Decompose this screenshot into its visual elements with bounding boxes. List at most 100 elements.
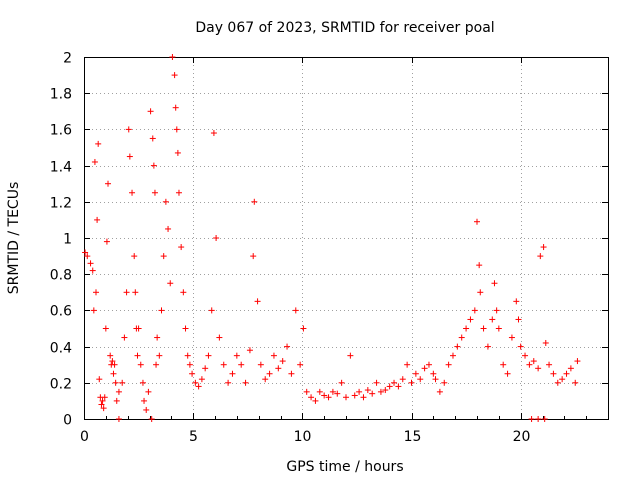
data-point xyxy=(513,298,520,305)
data-point xyxy=(93,289,100,296)
y-tick-label: 0.6 xyxy=(50,304,72,320)
data-point xyxy=(491,280,498,287)
data-point xyxy=(165,225,172,232)
data-point xyxy=(343,394,349,401)
data-point xyxy=(174,149,181,156)
data-point xyxy=(91,158,98,165)
data-point xyxy=(484,343,491,350)
data-point xyxy=(158,307,165,314)
data-point xyxy=(149,135,156,142)
data-point xyxy=(364,387,371,394)
data-point xyxy=(489,316,496,323)
data-point xyxy=(546,361,553,368)
y-tick-label: 1.4 xyxy=(50,160,72,176)
zero-data-point xyxy=(148,416,155,422)
data-point xyxy=(351,392,358,399)
data-point xyxy=(186,361,193,368)
data-point xyxy=(477,289,484,296)
data-point xyxy=(377,388,384,395)
y-axis-label: SRMTID / TECUs xyxy=(6,182,22,295)
y-tick-label: 0 xyxy=(63,413,72,429)
data-point xyxy=(89,267,96,274)
data-point xyxy=(408,379,415,386)
data-point xyxy=(449,352,456,359)
data-point xyxy=(504,370,511,377)
data-point xyxy=(262,376,269,383)
data-point xyxy=(172,104,179,111)
data-point xyxy=(567,365,574,372)
x-axis-label: GPS time / hours xyxy=(286,459,403,475)
data-point xyxy=(404,361,411,368)
x-tick-label: 10 xyxy=(294,429,312,445)
data-point xyxy=(325,394,332,401)
data-point xyxy=(113,397,120,404)
data-point xyxy=(129,189,136,196)
data-point xyxy=(386,383,393,390)
data-point xyxy=(417,376,424,383)
data-point xyxy=(137,361,144,368)
data-point xyxy=(500,361,507,368)
x-tick-label: 20 xyxy=(513,429,531,445)
y-tick-label: 0.2 xyxy=(50,377,72,393)
data-point xyxy=(103,238,110,245)
y-tick-label: 2 xyxy=(63,51,72,67)
data-point xyxy=(530,358,537,365)
data-point xyxy=(126,153,133,160)
data-point xyxy=(480,325,487,332)
data-point xyxy=(153,361,160,368)
data-point xyxy=(210,130,217,137)
data-point xyxy=(436,388,443,395)
data-point xyxy=(82,249,89,256)
data-point xyxy=(150,162,157,169)
data-point xyxy=(111,361,118,368)
data-point xyxy=(107,352,114,359)
data-point xyxy=(559,376,566,383)
x-tick-label: 0 xyxy=(80,429,89,445)
data-point xyxy=(441,379,448,386)
data-point xyxy=(425,361,432,368)
data-point xyxy=(167,280,174,287)
data-point xyxy=(84,253,91,260)
data-point xyxy=(169,54,176,60)
data-point xyxy=(254,298,261,305)
data-point xyxy=(421,365,428,372)
x-tick-label: 15 xyxy=(404,429,422,445)
data-point xyxy=(121,334,128,341)
data-point xyxy=(102,325,109,332)
data-point xyxy=(105,180,112,187)
data-point xyxy=(101,394,108,401)
data-point xyxy=(476,262,483,269)
data-point xyxy=(112,379,119,386)
data-point xyxy=(208,307,215,314)
zero-data-point xyxy=(541,416,548,422)
data-point xyxy=(288,370,295,377)
data-point xyxy=(356,388,363,395)
data-point xyxy=(87,260,94,267)
data-point xyxy=(175,189,182,196)
data-point xyxy=(257,361,264,368)
data-point xyxy=(537,253,544,260)
data-point xyxy=(445,361,452,368)
axis-ticks: 0 5 10 15 20 0 0.2 0.4 0.6 0.8 1 1.2 1.4 1.6 1.8 2 xyxy=(50,51,608,445)
data-point xyxy=(110,370,117,377)
y-tick-label: 1.2 xyxy=(50,196,72,212)
data-point xyxy=(493,307,500,314)
data-point xyxy=(412,370,419,377)
data-point xyxy=(399,376,406,383)
zero-data-point xyxy=(535,416,542,422)
data-point xyxy=(180,289,187,296)
data-point xyxy=(225,379,232,386)
data-point xyxy=(141,397,148,404)
data-point xyxy=(173,126,180,133)
data-point xyxy=(329,388,336,395)
data-point xyxy=(430,370,437,377)
data-point xyxy=(303,388,310,395)
data-point xyxy=(125,126,132,133)
data-point xyxy=(147,108,154,115)
data-point xyxy=(467,316,474,323)
data-point xyxy=(238,361,245,368)
data-point xyxy=(517,343,524,350)
data-point xyxy=(535,365,542,372)
